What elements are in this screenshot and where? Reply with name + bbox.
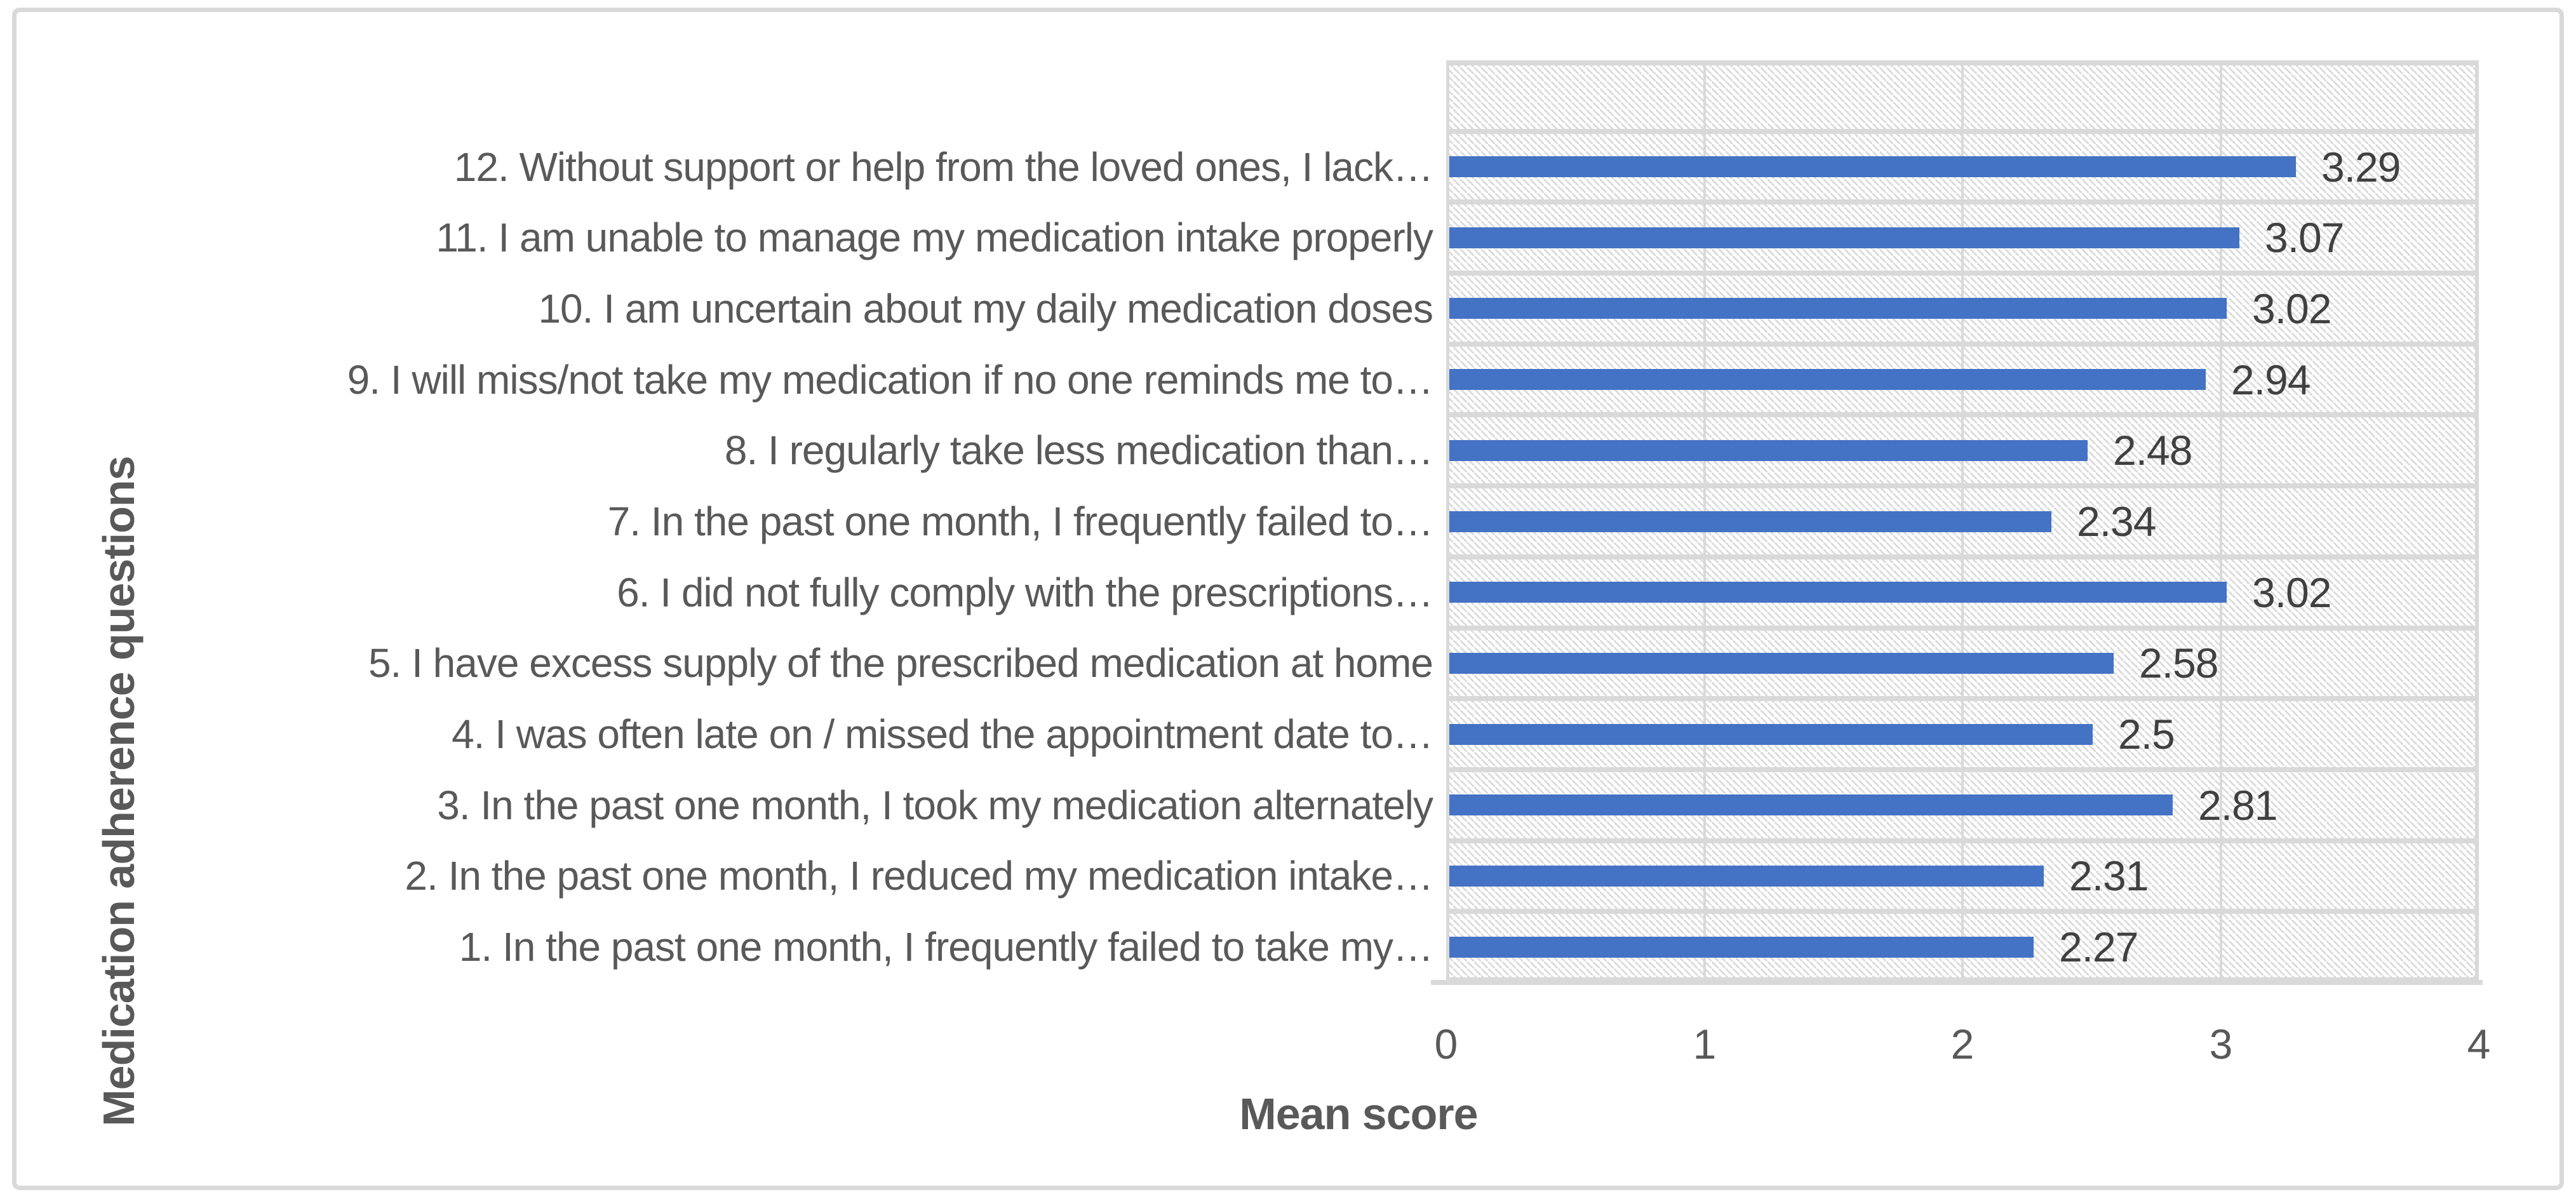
category-label: 3. In the past one month, I took my medi… xyxy=(437,782,1433,828)
category-label: 8. I regularly take less medication than… xyxy=(724,427,1433,473)
bar-value-label: 3.07 xyxy=(2265,214,2344,261)
bar-value-label: 2.31 xyxy=(2069,852,2149,899)
category-label: 7. In the past one month, I frequently f… xyxy=(607,499,1433,544)
bar-value-label: 2.27 xyxy=(2059,923,2138,970)
x-tick-label: 2 xyxy=(1950,1021,1975,1068)
category-label: 5. I have excess supply of the prescribe… xyxy=(368,640,1433,686)
bar xyxy=(1449,227,2239,248)
bar-value-label: 2.94 xyxy=(2231,356,2311,403)
bar xyxy=(1449,724,2093,745)
category-label: 11. I am unable to manage my medication … xyxy=(436,215,1433,260)
bar-value-label: 3.02 xyxy=(2252,569,2331,616)
category-label: 6. I did not fully comply with the presc… xyxy=(617,570,1433,615)
category-label: 9. I will miss/not take my medication if… xyxy=(347,357,1433,403)
bar xyxy=(1449,511,2051,532)
bar-value-label: 2.48 xyxy=(2113,427,2192,474)
category-label: 10. I am uncertain about my daily medica… xyxy=(538,286,1433,332)
category-label: 2. In the past one month, I reduced my m… xyxy=(405,853,1433,899)
category-label: 4. I was often late on / missed the appo… xyxy=(452,711,1433,757)
bar-value-label: 2.5 xyxy=(2118,711,2175,758)
plot-right-edge xyxy=(2475,60,2479,982)
bar-value-label: 2.34 xyxy=(2077,498,2156,545)
bar-value-label: 2.81 xyxy=(2198,782,2277,829)
bar xyxy=(1449,156,2296,177)
bar-value-label: 3.29 xyxy=(2321,144,2401,191)
x-axis-title: Mean score xyxy=(1239,1089,1478,1139)
x-tick-label: 4 xyxy=(2467,1021,2491,1068)
category-label: 1. In the past one month, I frequently f… xyxy=(459,924,1433,970)
x-tick-label: 0 xyxy=(1434,1021,1458,1068)
bar xyxy=(1449,369,2206,390)
category-label: 12. Without support or help from the lov… xyxy=(453,144,1433,190)
bar xyxy=(1449,866,2044,887)
bar-value-label: 2.58 xyxy=(2139,640,2218,687)
bar xyxy=(1449,440,2088,461)
bar xyxy=(1449,794,2173,815)
x-tick-label: 1 xyxy=(1693,1021,1717,1068)
plot-left-edge xyxy=(1446,60,1449,982)
x-axis-line xyxy=(1431,980,2483,985)
plot-area: 3.29 3.07 3.02 2.94 2.48 2.34 3.02 2.58 2.5 2.81 2… xyxy=(1446,60,2479,982)
gridline-vertical xyxy=(2220,60,2222,982)
bar xyxy=(1449,937,2034,958)
bar-value-label: 3.02 xyxy=(2252,285,2331,332)
x-tick-label: 3 xyxy=(2209,1021,2233,1068)
bar xyxy=(1449,298,2227,319)
bar xyxy=(1449,582,2227,603)
y-axis-title: Medication adherence questions xyxy=(94,456,144,1127)
bar xyxy=(1449,653,2114,674)
